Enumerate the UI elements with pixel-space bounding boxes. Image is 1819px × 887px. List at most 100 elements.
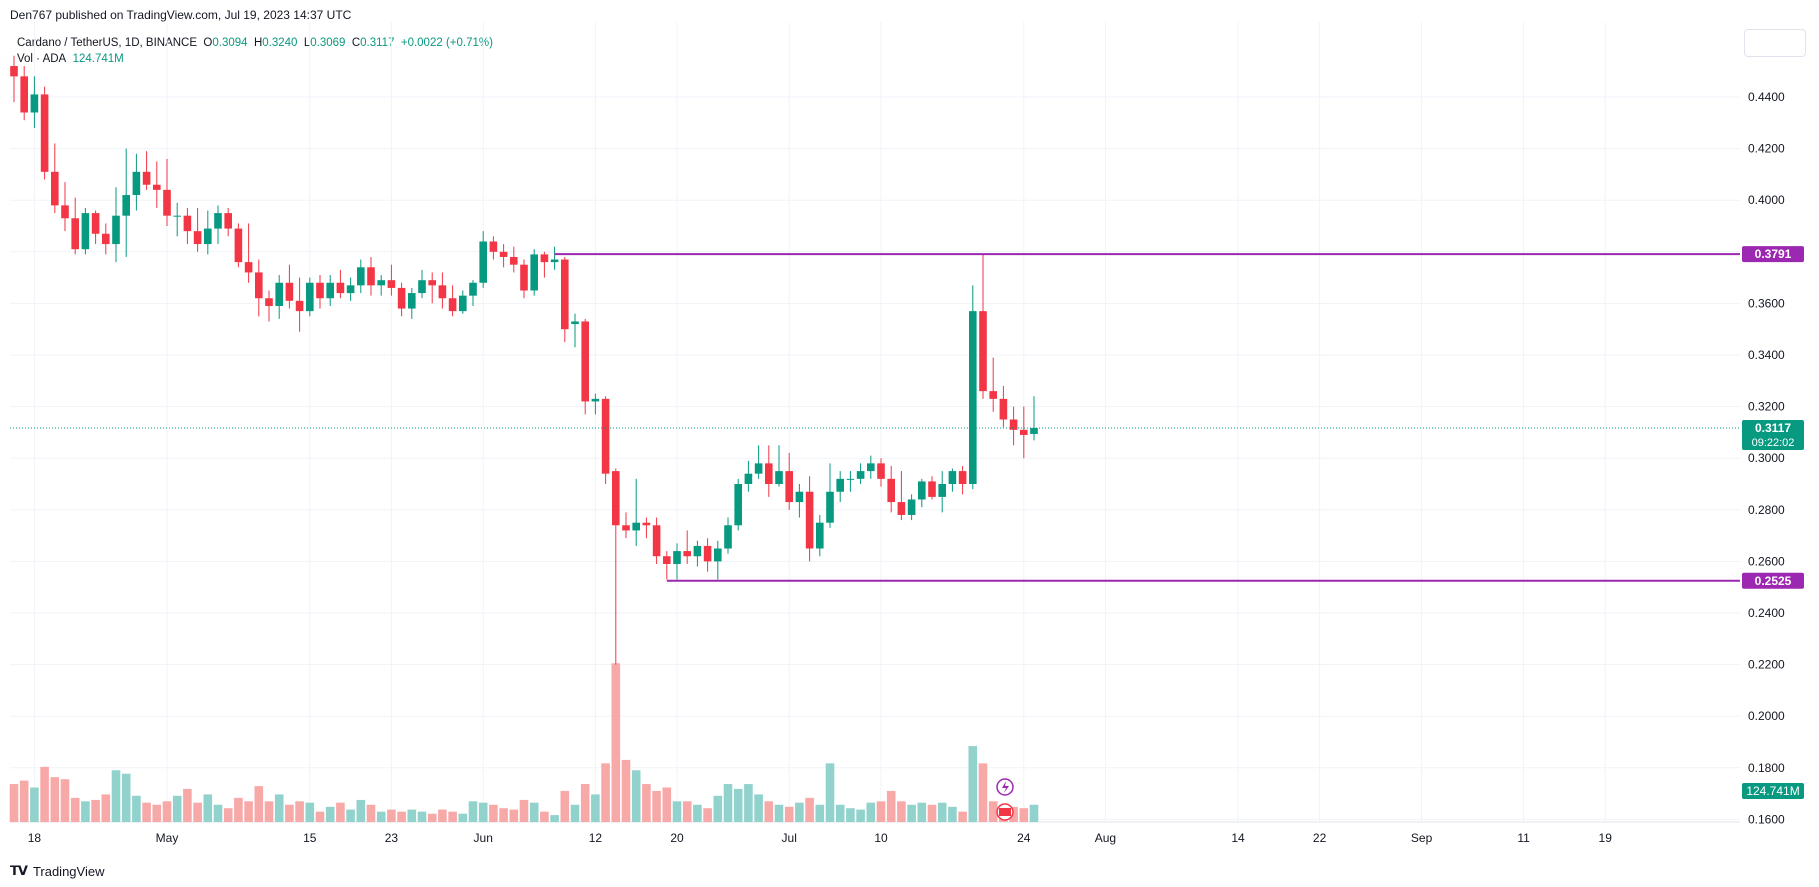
y-tick-label: 0.4000 — [1748, 193, 1785, 207]
candle-body — [530, 254, 538, 291]
countdown-label: 09:22:02 — [1752, 437, 1795, 449]
x-tick-label: 18 — [28, 831, 42, 845]
candle-body — [357, 267, 365, 286]
volume-bar — [366, 804, 376, 822]
volume-bar — [652, 790, 661, 822]
volume-bar — [489, 804, 498, 822]
volume-bar — [152, 804, 162, 822]
volume-bar — [662, 787, 672, 822]
volume-bar — [937, 802, 947, 822]
volume-bar — [387, 809, 396, 822]
volume-bar — [376, 811, 386, 822]
volume-value: 124.741M — [72, 53, 124, 65]
candle-body — [418, 280, 426, 294]
x-tick-label: 22 — [1313, 831, 1327, 845]
x-tick-label: Jun — [474, 831, 493, 845]
y-tick-label: 0.4200 — [1748, 142, 1785, 156]
volume-bar — [213, 804, 223, 822]
volume-label[interactable]: Vol · ADA — [17, 53, 67, 65]
candle-body — [601, 398, 610, 474]
volume-bar — [203, 794, 213, 822]
candle-body — [499, 251, 508, 257]
volume-bar — [754, 794, 763, 822]
low-label: L — [303, 37, 311, 49]
candle-body — [816, 522, 824, 549]
volume-tag-label: 124.741M — [1746, 784, 1799, 798]
candle-body — [51, 171, 59, 206]
y-tick-label: 0.1800 — [1748, 761, 1785, 775]
candle-body — [969, 311, 977, 484]
candle-body — [234, 228, 243, 263]
x-tick-label: 11 — [1517, 831, 1530, 845]
candle-body — [795, 491, 804, 503]
candle-body — [918, 481, 926, 500]
candle-body — [979, 311, 987, 392]
candle-body — [612, 471, 620, 526]
candle-body — [214, 213, 222, 229]
x-tick-label: 20 — [670, 831, 684, 845]
candle-body — [91, 213, 100, 234]
candle-body — [469, 282, 477, 296]
volume-bar — [805, 797, 814, 822]
x-tick-label: 14 — [1231, 831, 1245, 845]
volume-bar — [621, 759, 631, 822]
candle-body — [989, 391, 997, 399]
volume-bar — [305, 802, 315, 822]
volume-bar — [744, 784, 753, 822]
candle-body — [173, 215, 181, 217]
x-tick-label: 23 — [385, 831, 399, 845]
volume-bar — [591, 794, 600, 822]
volume-bar — [40, 766, 49, 822]
volume-bar — [764, 801, 774, 822]
candle-body — [102, 233, 110, 245]
volume-bar — [458, 813, 468, 822]
volume-bar — [703, 808, 712, 822]
footer-brand-label: TradingView — [32, 863, 105, 879]
candle-body — [265, 298, 273, 306]
volume-bar — [560, 790, 570, 822]
chart-legend: Cardano / TetherUS, 1D, BINANCE O0.3094 … — [17, 35, 493, 67]
candle-body — [765, 463, 773, 484]
candle-body — [642, 522, 651, 526]
candle-body — [479, 241, 487, 283]
symbol-label[interactable]: Cardano / TetherUS, 1D, BINANCE — [17, 37, 198, 49]
candle-body — [255, 272, 263, 299]
candle-body — [459, 295, 467, 312]
volume-bar — [509, 809, 519, 822]
volume-bar — [70, 797, 80, 822]
volume-bar — [795, 802, 804, 822]
volume-bar — [550, 815, 559, 822]
volume-bar — [1009, 806, 1018, 822]
candle-body — [122, 195, 130, 216]
x-tick-label: Sep — [1411, 831, 1433, 845]
volume-bar — [438, 809, 447, 822]
candle-body — [877, 463, 885, 479]
close-label: C — [351, 37, 361, 49]
candle-body — [561, 259, 569, 330]
candle-body — [510, 256, 518, 265]
price-chart[interactable]: 0.44000.42000.40000.38000.36000.34000.32… — [0, 0, 1819, 860]
y-tick-label: 0.2200 — [1748, 658, 1785, 672]
volume-bar — [642, 784, 651, 822]
last-price-tag — [1742, 420, 1804, 451]
volume-bar — [172, 795, 182, 822]
candle-body — [438, 285, 447, 299]
candle-body — [693, 545, 702, 557]
volume-bar — [162, 801, 172, 822]
candle-body — [938, 484, 946, 497]
y-tick-label: 0.3400 — [1748, 348, 1785, 362]
volume-bar — [264, 801, 274, 822]
candle-body — [622, 525, 630, 531]
candle-body — [846, 478, 855, 480]
candle-body — [387, 280, 396, 288]
volume-bar — [315, 811, 325, 822]
candle-body — [805, 491, 814, 549]
volume-bar — [907, 804, 916, 822]
chart-menu-button[interactable] — [1744, 29, 1806, 57]
level-price-tag — [1742, 246, 1804, 263]
candle-body — [948, 471, 957, 484]
volume-bar — [978, 763, 988, 822]
volume-bar — [19, 780, 29, 822]
close-value: 0.3117 — [360, 37, 395, 49]
candle-body — [856, 471, 865, 479]
